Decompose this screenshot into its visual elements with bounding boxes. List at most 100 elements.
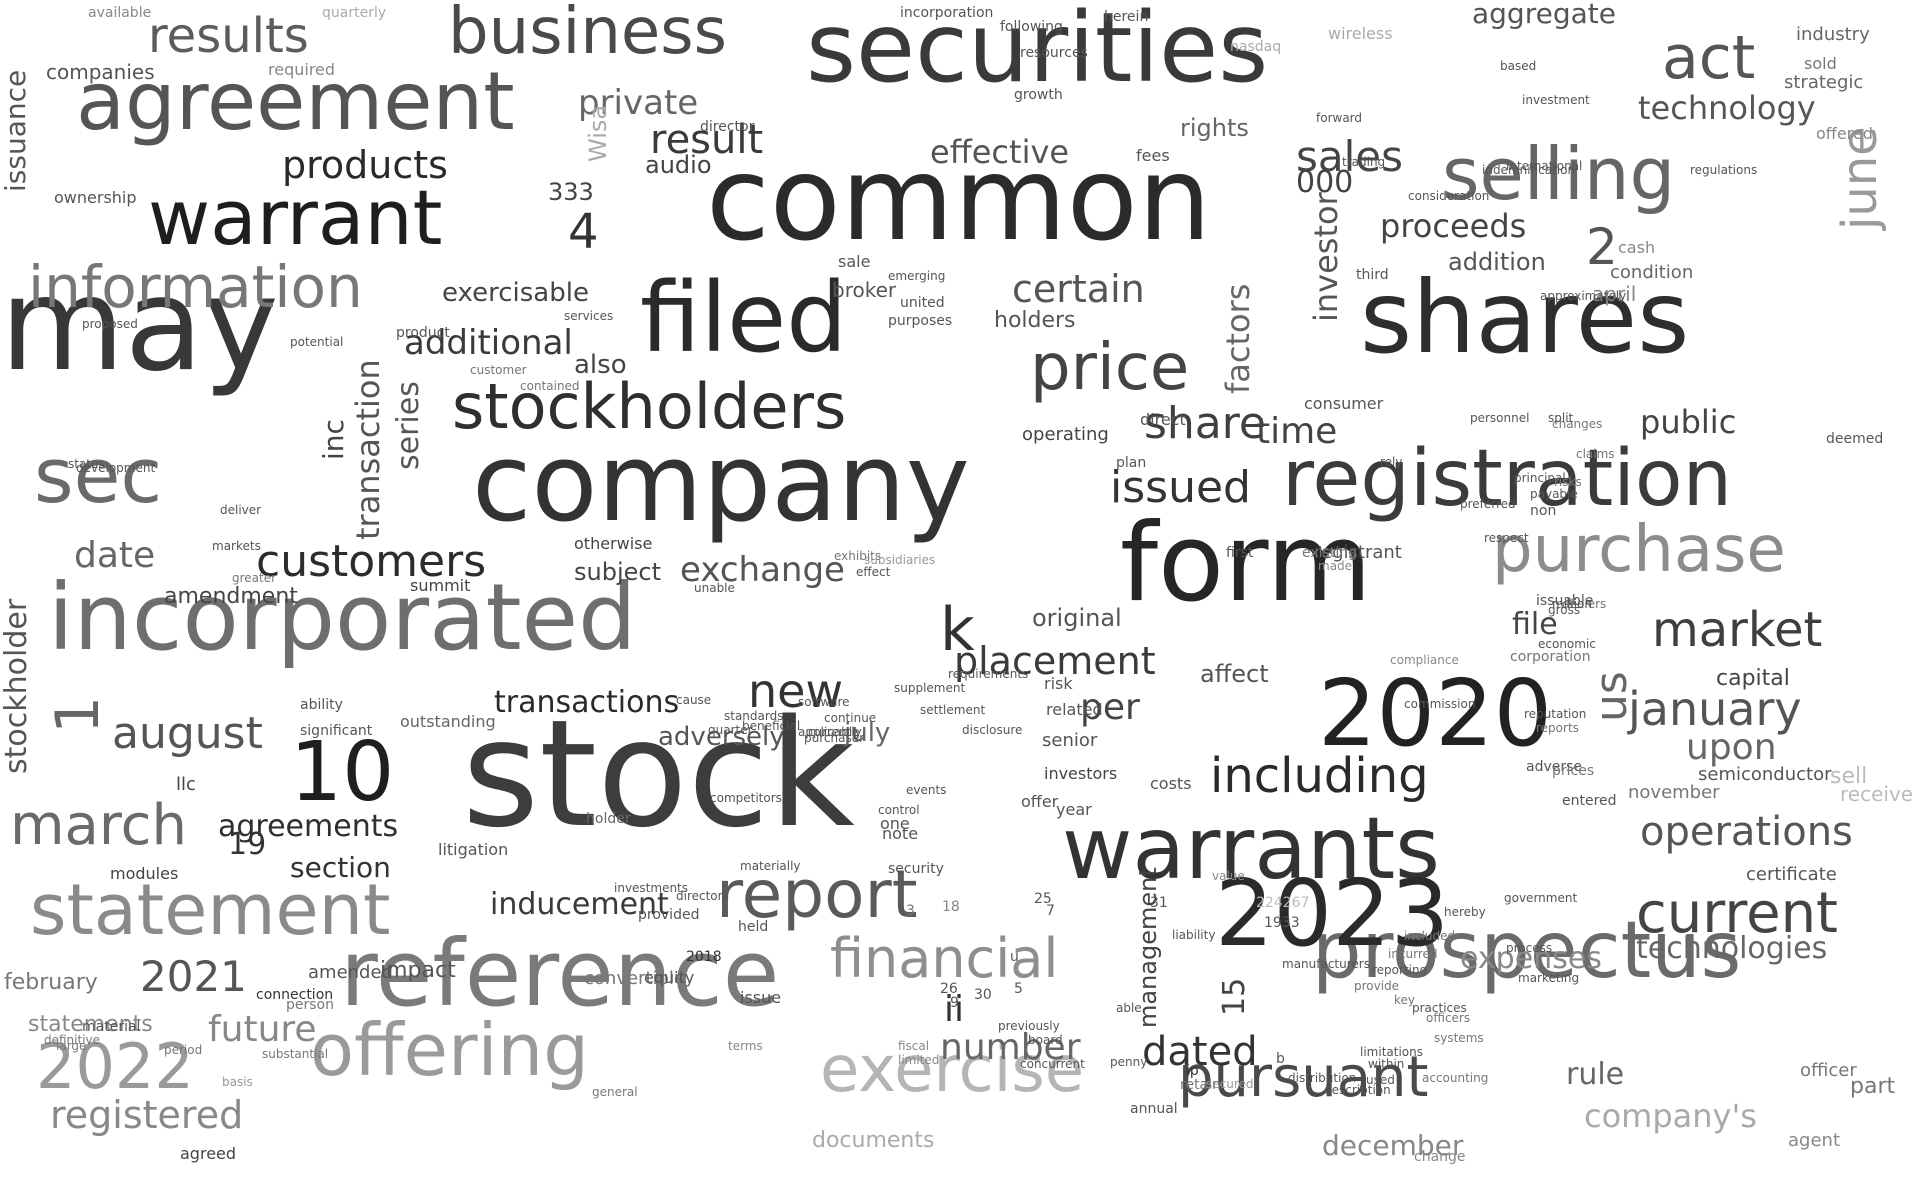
cloud-word: reference — [340, 920, 780, 1027]
cloud-word: rule — [1566, 1057, 1625, 1092]
cloud-word: inducement — [490, 887, 669, 922]
cloud-word: person — [286, 997, 334, 1013]
cloud-word: inc — [317, 419, 350, 460]
cloud-word: investors — [1044, 764, 1118, 783]
cloud-word: stockholder — [0, 598, 34, 774]
cloud-word: operations — [1640, 809, 1853, 855]
cloud-word: 18 — [942, 899, 960, 915]
cloud-word: strategic — [1784, 72, 1864, 93]
cloud-word: february — [4, 970, 98, 995]
cloud-word: prices — [1552, 763, 1595, 779]
cloud-word: securities — [806, 0, 1269, 104]
cloud-word: markets — [212, 539, 261, 553]
cloud-word: date — [74, 535, 156, 576]
cloud-word: 31 — [1150, 895, 1168, 911]
cloud-word: proposed — [82, 317, 138, 331]
cloud-word: indemnification — [1482, 163, 1576, 177]
cloud-word: greater — [232, 571, 277, 585]
cloud-word: company's — [1584, 1097, 1757, 1135]
cloud-word: stock — [462, 688, 855, 860]
cloud-word: future — [208, 1009, 317, 1050]
cloud-word: contained — [520, 379, 580, 393]
cloud-word: market — [1652, 602, 1823, 658]
cloud-word: states — [68, 457, 105, 471]
cloud-word: price — [1030, 331, 1190, 405]
cloud-word: incorporation — [900, 5, 994, 21]
cloud-word: fiscal — [898, 1039, 930, 1053]
cloud-word: board — [1028, 1033, 1063, 1047]
cloud-word: entered — [1562, 793, 1617, 809]
cloud-word: respect — [1484, 531, 1529, 545]
cloud-word: broker — [832, 278, 897, 302]
cloud-word: holder — [586, 811, 631, 827]
cloud-word: principal — [1514, 471, 1566, 485]
cloud-word: deemed — [1826, 431, 1884, 447]
cloud-word: officer — [1800, 1060, 1857, 1081]
cloud-word: 15 — [1217, 977, 1252, 1016]
cloud-word: related — [1046, 700, 1103, 719]
cloud-word: pursuant — [1178, 1045, 1429, 1110]
cloud-word: shares — [1360, 259, 1690, 376]
cloud-word: definitive — [44, 1033, 101, 1047]
cloud-word: affect — [1200, 660, 1269, 688]
cloud-word: gross — [1548, 603, 1581, 617]
cloud-word: deliver — [220, 503, 262, 517]
cloud-word: annual — [1130, 1101, 1178, 1117]
cloud-word: selling — [1442, 132, 1676, 216]
cloud-word: settlement — [920, 703, 986, 717]
cloud-word: third — [1356, 267, 1389, 283]
cloud-word: united — [900, 295, 945, 311]
cloud-word: unable — [694, 581, 735, 595]
cloud-word: 2 — [1586, 218, 1618, 276]
cloud-word: cash — [1618, 238, 1656, 257]
cloud-word: investments — [614, 881, 689, 895]
cloud-word: exercise — [820, 1033, 1085, 1107]
cloud-word: dated — [1142, 1029, 1258, 1075]
cloud-word: new — [748, 664, 844, 718]
cloud-word: process — [1506, 941, 1553, 955]
cloud-word: also — [574, 350, 627, 380]
cloud-word: 000 — [1296, 165, 1354, 200]
cloud-word: risk — [1044, 674, 1073, 693]
cloud-word: provide — [1354, 979, 1400, 993]
cloud-word: exercisable — [442, 278, 589, 308]
cloud-word: non — [1530, 503, 1557, 519]
cloud-word: audio — [645, 151, 712, 179]
cloud-word: warrant — [148, 173, 443, 262]
cloud-word: july — [844, 718, 891, 748]
cloud-word: purposes — [888, 313, 953, 329]
cloud-word: registrant — [1314, 542, 1402, 563]
cloud-word: split — [1548, 411, 1574, 425]
cloud-word: supplement — [894, 681, 966, 695]
cloud-word: incurred — [1388, 947, 1438, 961]
cloud-word: practices — [1412, 1001, 1467, 1015]
cloud-word: 2023 — [1215, 860, 1450, 967]
cloud-word: section — [290, 851, 391, 884]
cloud-word: plan — [1116, 455, 1147, 471]
cloud-word: subsidiaries — [864, 553, 936, 567]
cloud-word: exchange — [680, 550, 845, 590]
cloud-word: emerging — [888, 269, 946, 283]
cloud-word: cause — [676, 693, 712, 707]
cloud-word: commission — [1404, 697, 1476, 711]
cloud-word: within — [1368, 1057, 1405, 1071]
cloud-word: resources — [1020, 45, 1088, 61]
cloud-word: control — [878, 803, 920, 817]
cloud-word: directors — [676, 889, 729, 903]
cloud-word: 10 — [290, 725, 395, 820]
cloud-word: customer — [470, 363, 527, 377]
cloud-word: share — [1144, 398, 1266, 449]
cloud-word: file — [1512, 607, 1558, 642]
cloud-word: distribution — [1288, 1071, 1357, 1085]
cloud-word: compliance — [1390, 653, 1459, 667]
cloud-word: 4 — [568, 204, 599, 260]
cloud-word: quarter — [708, 723, 753, 737]
cloud-word: customers — [256, 536, 487, 587]
cloud-word: 7 — [1046, 903, 1055, 919]
cloud-word: issue — [740, 988, 782, 1007]
cloud-word: sales — [1296, 132, 1404, 181]
cloud-word: liability — [1172, 928, 1216, 942]
cloud-word: agreement — [76, 55, 515, 148]
cloud-word: fees — [1136, 146, 1170, 165]
cloud-word: corporation — [1510, 649, 1591, 665]
